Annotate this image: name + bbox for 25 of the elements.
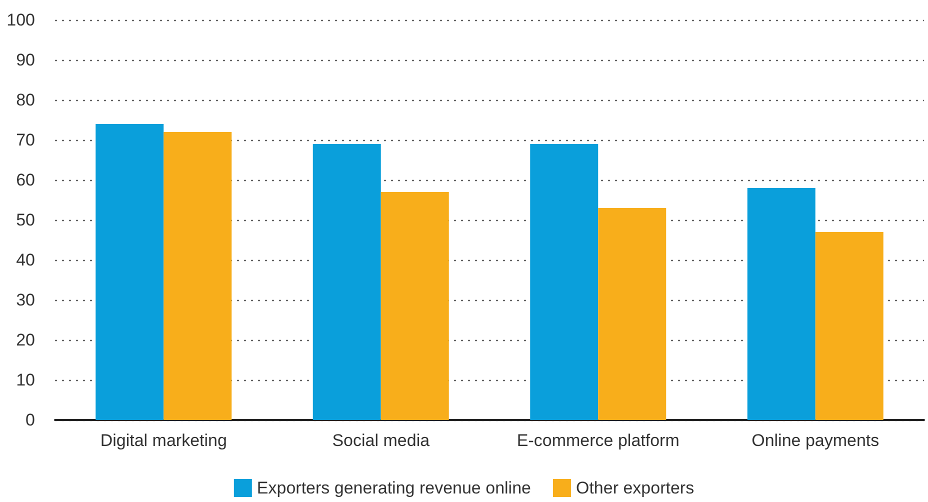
y-tick-label: 70 xyxy=(16,130,35,150)
bar xyxy=(380,192,449,420)
y-tick-label: 90 xyxy=(16,50,35,70)
bar xyxy=(312,144,381,420)
y-tick-label: 80 xyxy=(16,90,35,110)
y-tick-label: 50 xyxy=(16,210,35,230)
legend-label: Exporters generating revenue online xyxy=(256,478,531,498)
x-tick-label: Digital marketing xyxy=(100,431,227,450)
x-tick-label: Social media xyxy=(332,431,430,450)
bar xyxy=(747,188,816,420)
bar xyxy=(164,132,232,420)
y-tick-label: 20 xyxy=(16,330,35,350)
y-tick-label: 0 xyxy=(26,410,35,430)
y-tick-label: 40 xyxy=(16,250,35,270)
x-tick-label: E-commerce platform xyxy=(516,431,680,450)
bar xyxy=(96,124,164,420)
y-tick-label: 100 xyxy=(6,10,35,30)
bar xyxy=(815,232,884,420)
bar xyxy=(598,208,666,420)
x-tick-label: Online payments xyxy=(752,431,880,450)
bar xyxy=(530,144,598,420)
y-tick-label: 10 xyxy=(16,370,35,390)
y-tick-label: 30 xyxy=(16,290,35,310)
y-tick-label: 60 xyxy=(16,170,35,190)
legend-label: Other exporters xyxy=(576,478,694,498)
